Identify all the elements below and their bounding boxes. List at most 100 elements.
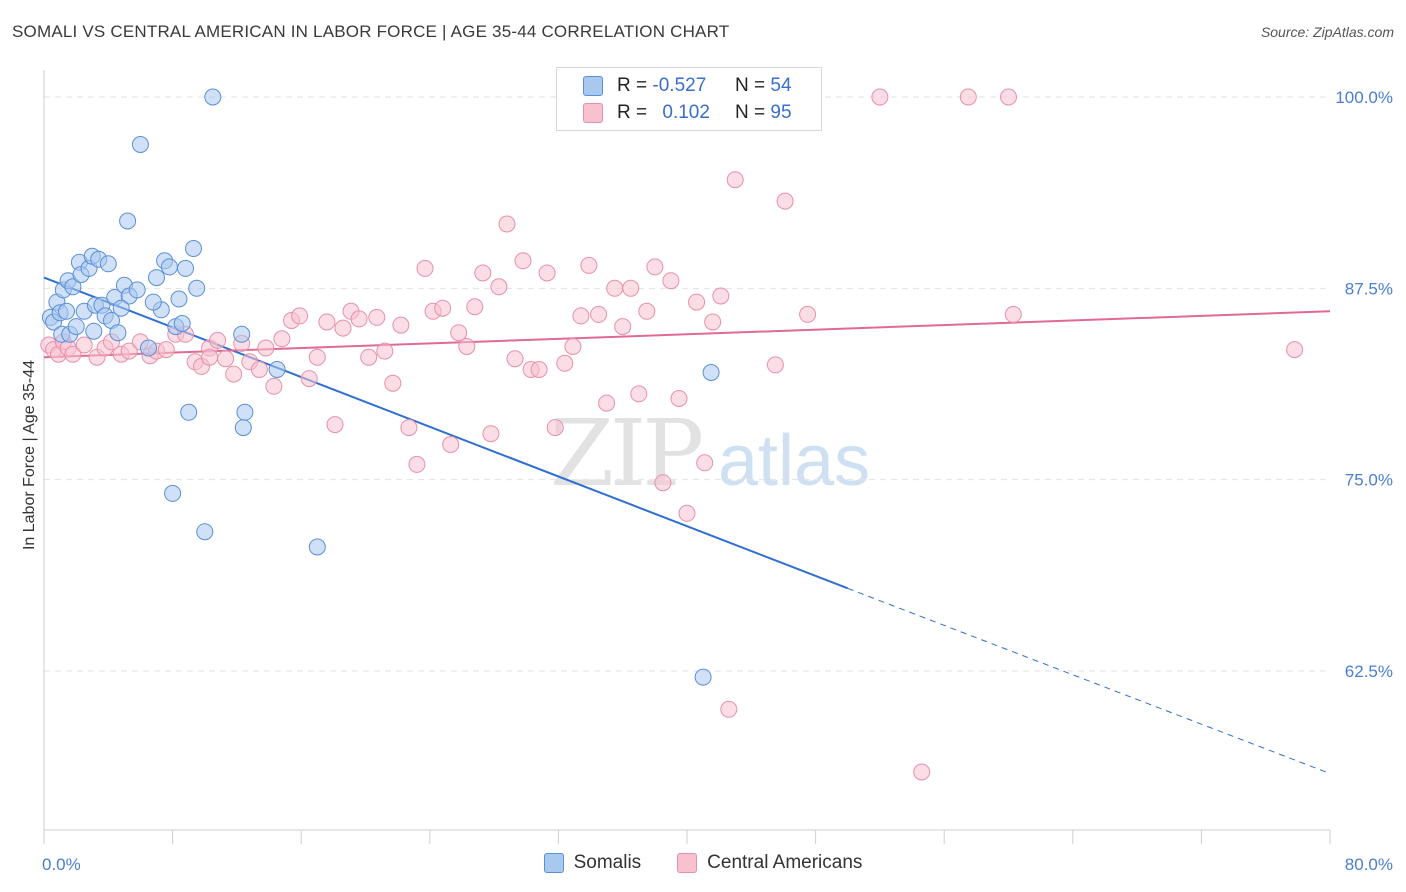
central-american-point <box>458 338 476 355</box>
legend-item-somalis[interactable]: Somalis <box>543 852 641 874</box>
central-american-point <box>704 313 722 331</box>
y-tick-label: 62.5% <box>1345 662 1393 681</box>
legend-item-central-americans[interactable]: Central Americans <box>677 852 862 874</box>
somali-point <box>180 403 198 421</box>
central-american-point <box>614 318 632 336</box>
chart-title: SOMALI VS CENTRAL AMERICAN IN LABOR FORC… <box>12 22 730 41</box>
central-american-point <box>590 305 608 323</box>
central-american-point <box>712 287 730 305</box>
data-points <box>40 88 1304 781</box>
central-american-point <box>688 293 706 311</box>
central-american-point <box>273 330 291 348</box>
central-american-point <box>265 377 283 395</box>
somali-point <box>164 484 182 502</box>
central-american-point <box>726 171 744 189</box>
central-american-point <box>75 336 93 354</box>
y-axis-label: In Labor Force | Age 35-44 <box>21 360 38 550</box>
central-american-point <box>408 455 426 473</box>
central-american-point <box>291 307 309 325</box>
central-american-point <box>598 394 616 412</box>
central-americans-swatch <box>677 853 698 873</box>
somali-point <box>196 523 214 541</box>
central-american-point <box>662 272 680 290</box>
somali-point <box>234 419 252 437</box>
central-american-point <box>360 348 378 366</box>
central-american-point <box>334 319 352 337</box>
central-american-point <box>572 307 590 325</box>
central-american-point <box>120 342 138 360</box>
legend-n-label: N = <box>735 102 766 123</box>
central-american-point <box>308 348 326 366</box>
somali-point <box>131 136 149 153</box>
legend-label: Central Americans <box>707 852 863 873</box>
somali-point <box>85 322 103 340</box>
central-american-point <box>913 763 931 781</box>
central-american-point <box>209 331 227 349</box>
central-american-point <box>368 308 386 326</box>
somali-point <box>58 302 75 320</box>
central-american-point <box>318 313 336 331</box>
central-american-point <box>498 215 516 233</box>
somali-point <box>144 293 162 311</box>
legend-n-value: 54 <box>770 75 792 96</box>
somali-point <box>148 269 165 287</box>
central-american-point <box>400 419 418 437</box>
somali-point <box>308 538 326 556</box>
central-americans-swatch <box>583 103 603 123</box>
somalis-trend-extension <box>847 587 1331 775</box>
central-american-point <box>384 374 402 392</box>
somali-point <box>119 212 137 230</box>
central-american-point <box>257 339 275 357</box>
central-american-point <box>201 348 219 366</box>
central-american-point <box>442 436 460 453</box>
central-american-point <box>622 279 640 297</box>
somali-point <box>64 278 82 296</box>
central-american-point <box>225 365 243 383</box>
central-american-point <box>1286 341 1304 359</box>
somali-point <box>702 364 720 381</box>
central-american-point <box>392 316 410 334</box>
somali-point <box>109 324 127 342</box>
central-american-point <box>556 354 574 372</box>
somalis-swatch <box>543 853 564 873</box>
central-american-point <box>654 474 672 492</box>
watermark-zip: ZIP <box>550 400 704 507</box>
legend-r-label: R = <box>617 75 648 96</box>
somali-point <box>268 361 286 378</box>
central-american-point <box>776 192 794 210</box>
central-american-point <box>538 264 556 282</box>
central-american-point <box>514 252 532 270</box>
central-american-point <box>250 361 268 378</box>
somali-point <box>173 315 191 332</box>
central-american-point <box>871 88 889 106</box>
central-american-point <box>678 504 696 522</box>
trend-lines <box>43 276 1331 775</box>
legend-row-central-americans: R = 0.102 N = 95 <box>583 100 792 126</box>
central-american-point <box>350 310 368 328</box>
somali-point <box>177 259 194 277</box>
somalis-trend-line <box>43 276 849 590</box>
central-american-point <box>466 298 484 316</box>
axis-labels: 62.5% 75.0% 87.5% 100.0% 0.0% 80.0% In Labor F… <box>21 88 1393 874</box>
central-american-point <box>646 258 664 276</box>
legend-r-value: 0.102 <box>662 102 710 123</box>
somali-point <box>112 299 130 317</box>
central-american-point <box>326 416 344 434</box>
central-american-point <box>416 259 434 277</box>
somali-point <box>140 339 157 357</box>
legend-row-somalis: R = -0.527 N = 54 <box>583 73 792 99</box>
central-american-point <box>720 700 738 718</box>
somali-point <box>236 403 254 421</box>
central-american-point <box>1004 305 1022 323</box>
central-american-point <box>157 341 175 359</box>
central-american-point <box>799 305 817 323</box>
somali-point <box>188 279 206 297</box>
central-american-point <box>506 350 524 368</box>
central-american-point <box>490 278 508 296</box>
series-legend: Somalis Central Americans <box>0 852 1406 874</box>
central-american-point <box>482 425 500 443</box>
central-american-point <box>546 419 564 437</box>
legend-r-label: R = <box>617 102 648 123</box>
somali-point <box>128 281 146 299</box>
somali-point <box>160 258 178 276</box>
